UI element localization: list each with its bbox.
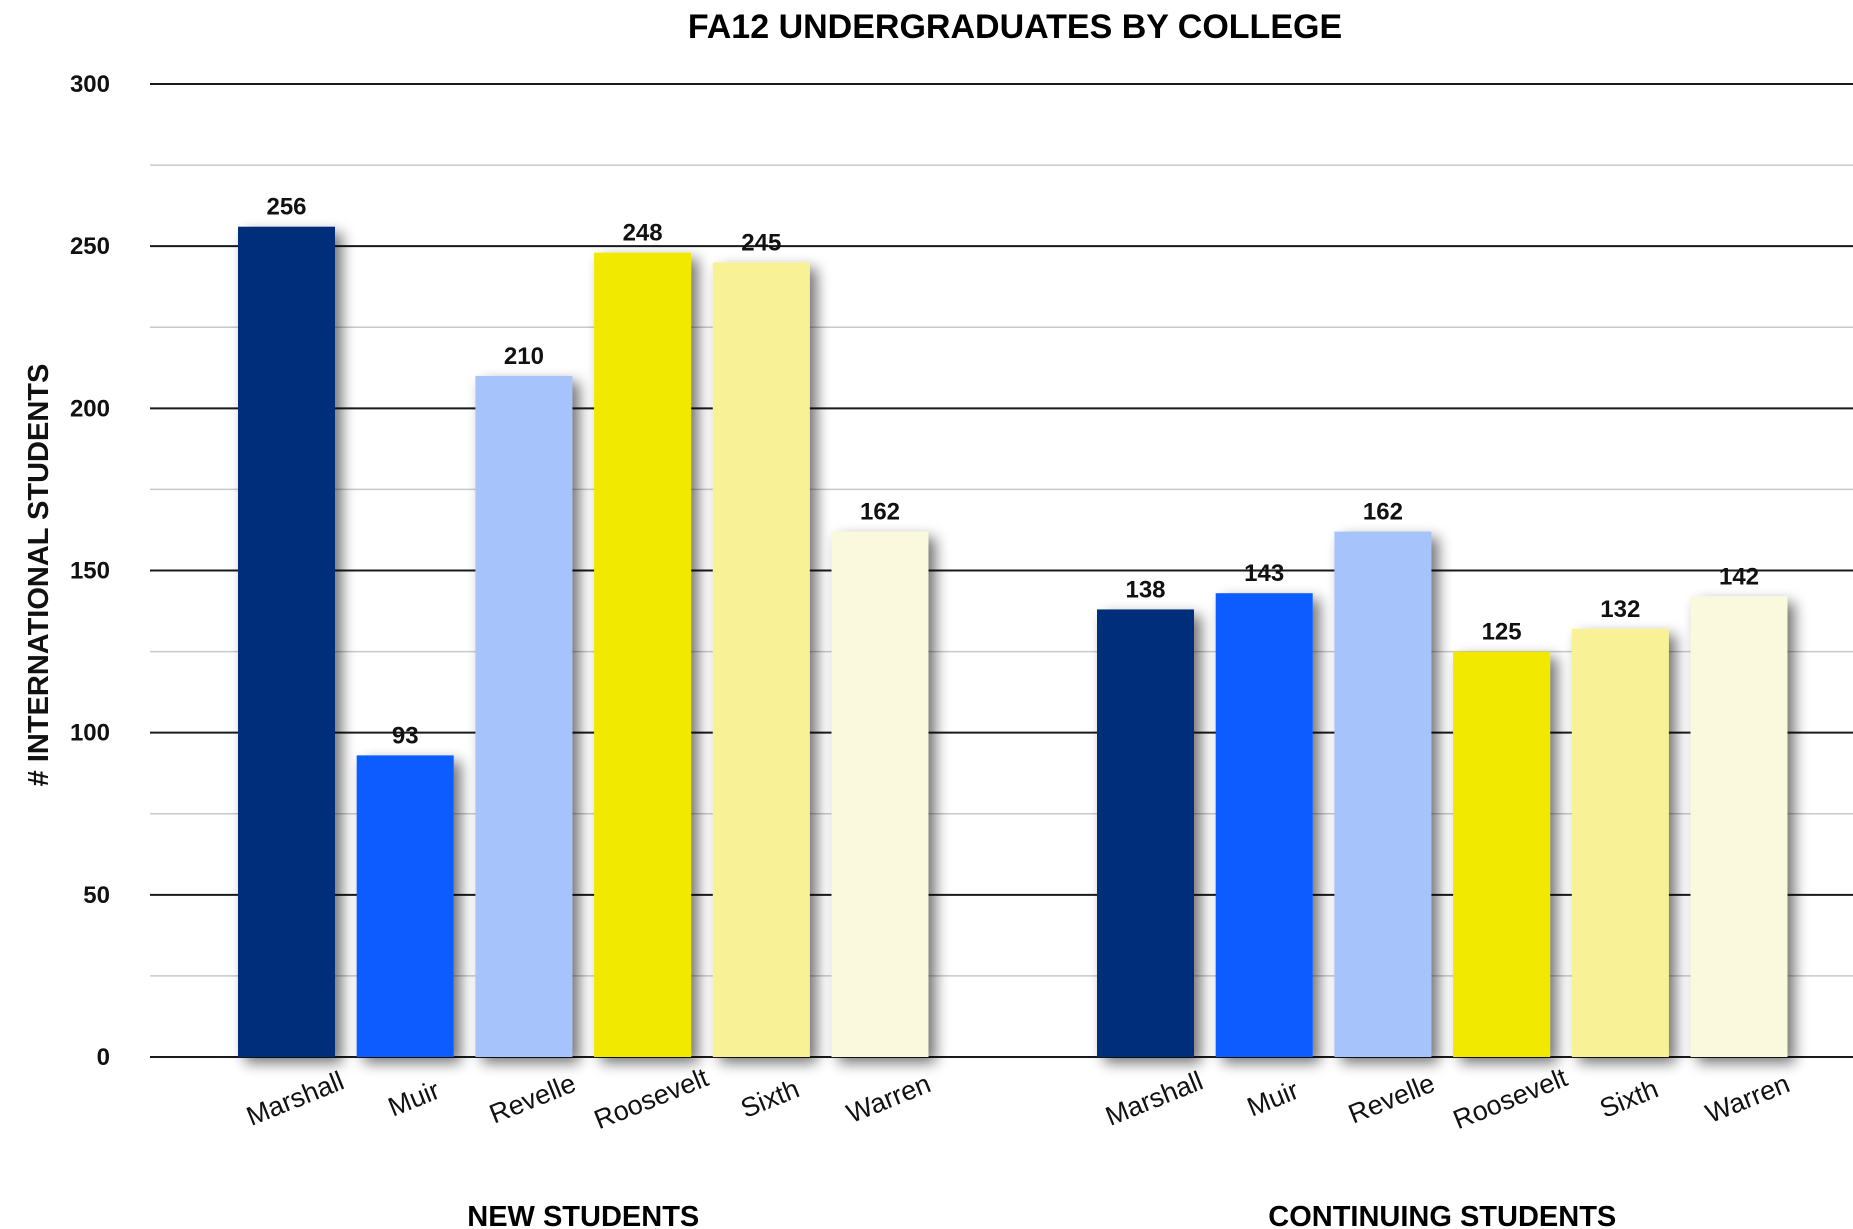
category-label: Roosevelt xyxy=(590,1062,713,1135)
bar xyxy=(1571,628,1669,1057)
value-label: 132 xyxy=(1600,596,1640,623)
value-label: 142 xyxy=(1719,563,1759,590)
y-tick-label: 300 xyxy=(70,71,110,98)
value-label: 245 xyxy=(741,229,781,256)
value-label: 138 xyxy=(1125,576,1165,603)
value-label: 162 xyxy=(860,499,900,526)
y-tick-label: 100 xyxy=(70,720,110,747)
category-label: Revelle xyxy=(1344,1068,1439,1130)
category-label: Marshall xyxy=(242,1066,348,1132)
value-label: 143 xyxy=(1244,560,1284,587)
chart-title: FA12 UNDERGRADUATES BY COLLEGE xyxy=(688,8,1342,46)
category-label: Muir xyxy=(1243,1075,1303,1122)
bars xyxy=(238,226,1788,1058)
bar xyxy=(831,531,929,1057)
category-label: Roosevelt xyxy=(1449,1062,1572,1135)
category-label: Sixth xyxy=(1595,1074,1662,1124)
bar xyxy=(712,262,810,1058)
group-labels: NEW STUDENTS CONTINUING STUDENTS xyxy=(467,1201,1616,1229)
value-label: 248 xyxy=(623,220,663,247)
group-label: CONTINUING STUDENTS xyxy=(1268,1201,1616,1229)
y-tick-label: 0 xyxy=(97,1044,110,1071)
y-axis-ticks: 0 50 100 150 200 250 300 xyxy=(70,71,110,1071)
data-labels: 256 93 210 248 245 162 138 143 162 125 132 142 xyxy=(266,194,1759,750)
category-labels: Marshall Muir Revelle Roosevelt Sixth Warren M… xyxy=(242,1062,1794,1135)
category-label: Warren xyxy=(842,1068,934,1129)
bar xyxy=(1097,609,1194,1057)
category-label: Warren xyxy=(1701,1068,1793,1129)
category-label: Revelle xyxy=(485,1068,580,1130)
y-axis-title: # INTERNATIONAL STUDENTS xyxy=(23,364,55,787)
bar xyxy=(1215,593,1313,1057)
category-label: Marshall xyxy=(1101,1066,1207,1132)
y-tick-label: 200 xyxy=(70,395,110,422)
bar xyxy=(1453,651,1551,1057)
category-label: Sixth xyxy=(736,1074,803,1124)
category-label: Muir xyxy=(384,1075,444,1122)
group-label: NEW STUDENTS xyxy=(467,1201,699,1229)
bar xyxy=(594,252,692,1058)
value-label: 210 xyxy=(504,343,544,370)
value-label: 162 xyxy=(1363,499,1403,526)
y-tick-label: 50 xyxy=(83,882,110,909)
value-label: 93 xyxy=(392,722,419,749)
bar xyxy=(238,226,335,1057)
y-tick-label: 150 xyxy=(70,558,110,585)
value-label: 256 xyxy=(266,194,306,221)
y-tick-label: 250 xyxy=(70,233,110,260)
value-label: 125 xyxy=(1482,619,1522,646)
bar xyxy=(1690,596,1788,1057)
bar xyxy=(475,375,573,1057)
bar xyxy=(356,755,454,1057)
bar xyxy=(1334,531,1432,1057)
